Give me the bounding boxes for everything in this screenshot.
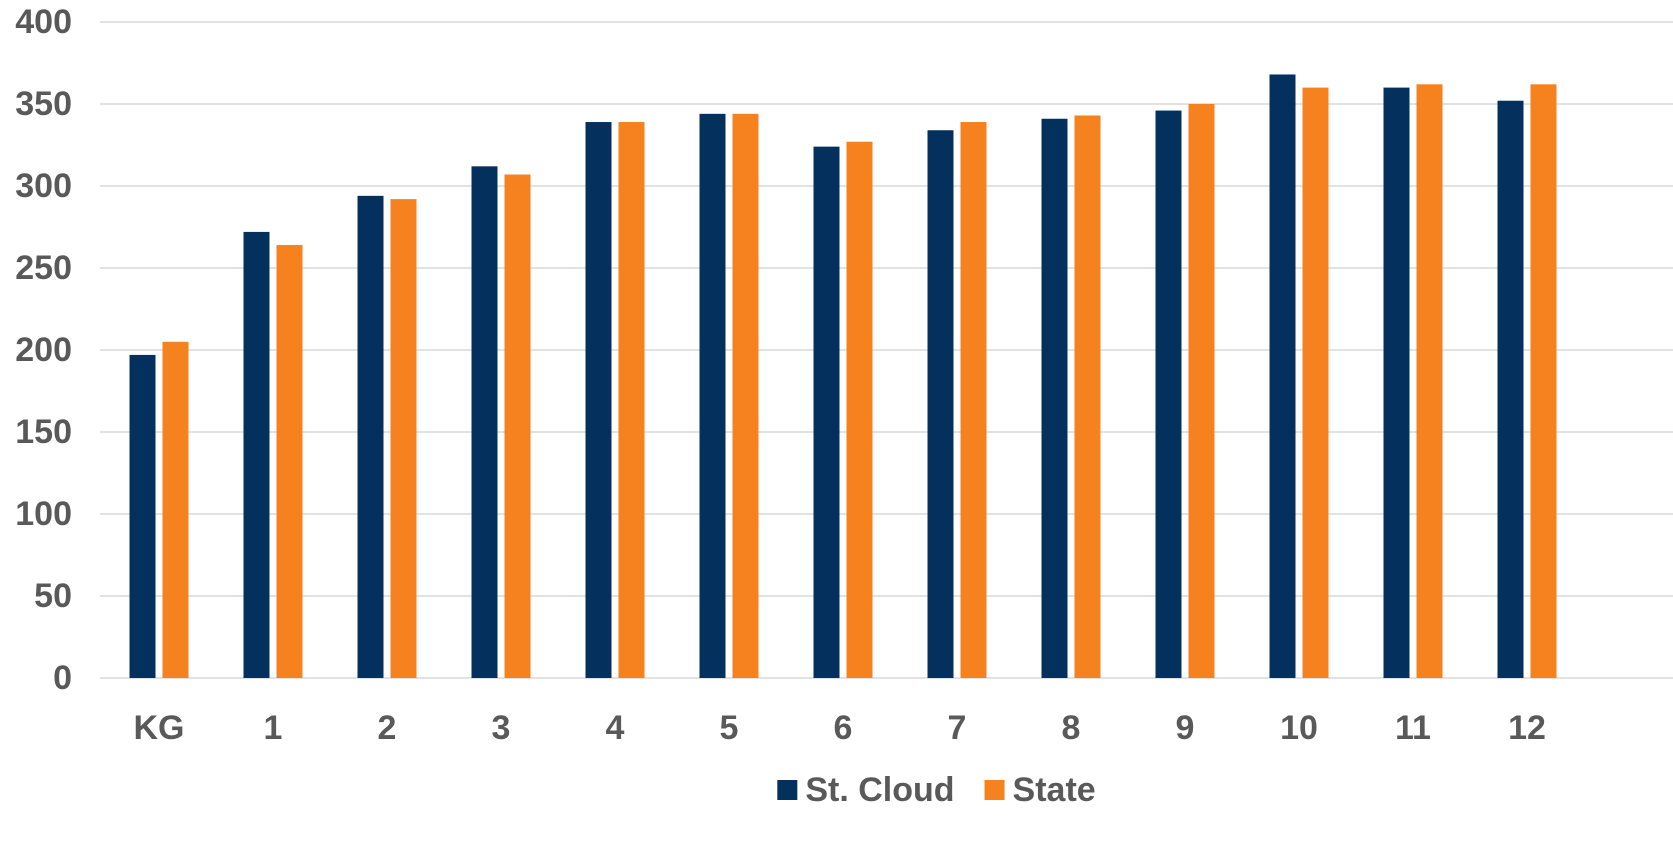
bar-st-cloud-8 xyxy=(1041,118,1068,678)
bar-st-cloud-7 xyxy=(927,130,954,679)
x-tick-label: 11 xyxy=(1395,709,1431,747)
bar-st-cloud-2 xyxy=(357,195,384,678)
x-tick-label: 3 xyxy=(492,709,511,747)
x-tick-label: 5 xyxy=(720,709,739,747)
x-tick-label: KG xyxy=(134,709,185,747)
x-tick-label: 10 xyxy=(1280,709,1318,747)
legend-item: State xyxy=(984,771,1096,809)
y-tick-label: 400 xyxy=(15,3,72,41)
bar-state-9 xyxy=(1188,104,1215,678)
bar-state-12 xyxy=(1530,84,1557,678)
bar-st-cloud-12 xyxy=(1497,100,1524,679)
legend-label: St. Cloud xyxy=(805,771,954,809)
x-tick-label: 8 xyxy=(1062,709,1081,747)
x-tick-label: 4 xyxy=(606,709,625,747)
bar-state-2 xyxy=(390,199,417,678)
bar-state-4 xyxy=(618,122,645,679)
x-tick-label: 9 xyxy=(1176,709,1195,747)
bar-state-6 xyxy=(846,141,873,679)
bar-state-5 xyxy=(732,113,759,679)
legend-swatch xyxy=(984,780,1005,800)
y-tick-label: 100 xyxy=(15,495,72,533)
y-axis-tick-labels: 0 50 100 150 200 250 300 350 400 xyxy=(15,3,72,697)
bar-st-cloud-9 xyxy=(1155,110,1182,678)
x-tick-label: 7 xyxy=(948,709,967,747)
bars xyxy=(129,74,1557,679)
bar-state-11 xyxy=(1416,84,1443,678)
x-tick-label: 2 xyxy=(378,709,397,747)
bar-state-7 xyxy=(960,122,987,679)
bar-state-1 xyxy=(276,245,303,679)
bar-st-cloud-5 xyxy=(699,113,726,679)
bar-state-kg xyxy=(162,341,189,678)
x-axis-tick-labels: KG 1 2 3 4 5 6 7 8 9 10 11 12 xyxy=(134,709,1546,747)
x-tick-label: 6 xyxy=(834,709,853,747)
bar-state-8 xyxy=(1074,115,1101,679)
y-tick-label: 350 xyxy=(15,85,72,123)
y-tick-label: 300 xyxy=(15,167,72,205)
bar-st-cloud-1 xyxy=(243,231,270,679)
y-tick-label: 200 xyxy=(15,331,72,369)
y-tick-label: 250 xyxy=(15,249,72,287)
y-tick-label: 50 xyxy=(34,577,72,615)
bar-st-cloud-6 xyxy=(813,146,840,678)
legend-item: St. Cloud xyxy=(777,771,955,809)
bar-st-cloud-10 xyxy=(1269,74,1296,679)
bar-state-3 xyxy=(504,174,531,678)
bar-st-cloud-3 xyxy=(471,166,498,678)
y-tick-label: 150 xyxy=(15,413,72,451)
legend-swatch xyxy=(777,780,798,800)
x-tick-label: 1 xyxy=(264,709,283,747)
bar-state-10 xyxy=(1302,87,1329,679)
legend-label: State xyxy=(1013,771,1096,809)
bar-st-cloud-11 xyxy=(1383,87,1410,679)
y-tick-label: 0 xyxy=(53,659,72,697)
bar-st-cloud-kg xyxy=(129,354,156,678)
bar-st-cloud-4 xyxy=(585,122,612,679)
legend: St. Cloud State xyxy=(777,771,1096,809)
x-tick-label: 12 xyxy=(1508,709,1546,747)
